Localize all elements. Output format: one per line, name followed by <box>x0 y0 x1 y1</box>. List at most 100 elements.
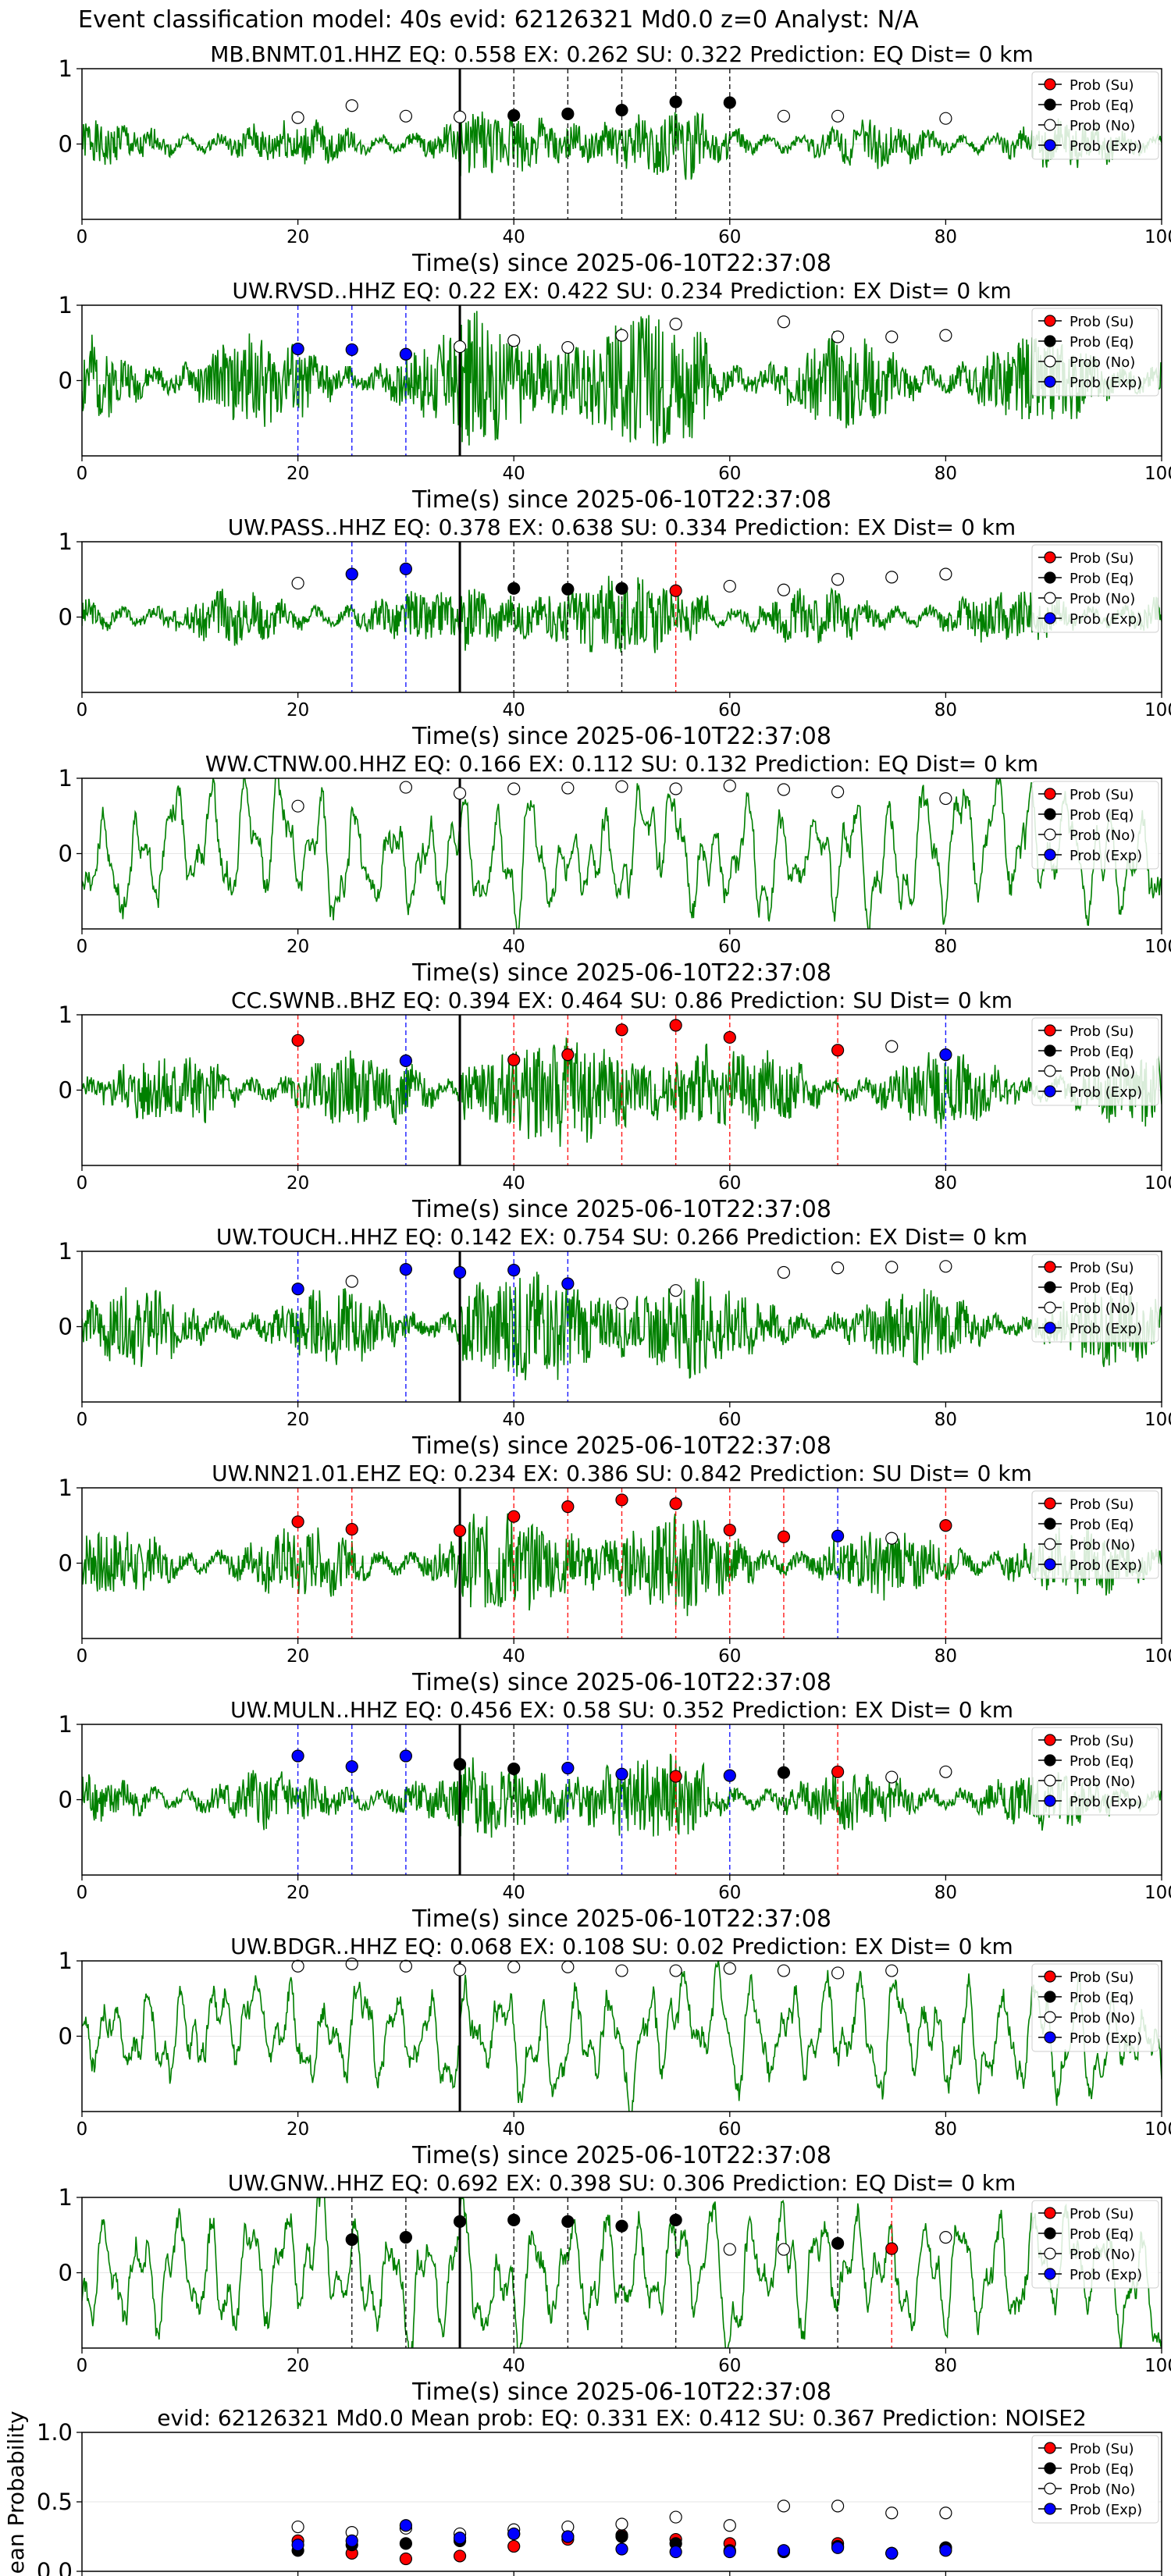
legend-label: Prob (No) <box>1070 118 1135 134</box>
marker-su <box>399 2552 413 2566</box>
x-tick-label: 20 <box>287 464 309 484</box>
panel-title: WW.CTNW.00.HHZ EQ: 0.166 EX: 0.112 SU: 0… <box>205 751 1038 777</box>
marker-eq <box>507 109 521 122</box>
legend-marker-exp <box>1044 2503 1056 2515</box>
legend-label: Prob (Su) <box>1070 1023 1134 1040</box>
legend-marker-no <box>1044 828 1056 841</box>
legend-marker-su <box>1044 1497 1056 1510</box>
legend-marker-no <box>1044 2247 1056 2260</box>
panel-2: UW.RVSD..HHZ EQ: 0.22 EX: 0.422 SU: 0.23… <box>59 278 1171 514</box>
panel-title: MB.BNMT.01.HHZ EQ: 0.558 EX: 0.262 SU: 0… <box>210 41 1034 67</box>
legend: Prob (Su) Prob (Eq) Prob (No) Prob (Exp) <box>1031 2435 1159 2524</box>
y-tick-label: 0 <box>59 2260 73 2286</box>
legend-marker-exp <box>1044 1558 1056 1571</box>
legend-label: Prob (Eq) <box>1070 1044 1134 1060</box>
marker-no <box>885 1770 899 1784</box>
legend-marker-su <box>1044 2207 1056 2219</box>
marker-no <box>831 330 845 343</box>
x-tick-label: 100 <box>1144 1883 1171 1903</box>
marker-exp <box>291 2539 304 2552</box>
marker-no <box>291 576 304 590</box>
legend-label: Prob (Eq) <box>1070 98 1134 114</box>
x-axis-label: Time(s) since 2025-06-10T22:37:08 <box>411 723 831 750</box>
marker-no <box>615 329 628 342</box>
panel-4: WW.CTNW.00.HHZ EQ: 0.166 EX: 0.112 SU: 0… <box>59 751 1171 987</box>
x-tick-label: 80 <box>934 464 957 484</box>
legend-label: Prob (No) <box>1070 354 1135 371</box>
marker-eq <box>453 1758 467 1771</box>
legend-marker-no <box>1044 1065 1056 1077</box>
legend-marker-exp <box>1044 1795 1056 1807</box>
marker-no <box>885 1964 899 1977</box>
y-tick-label: 1 <box>59 1711 73 1738</box>
marker-no <box>939 329 952 342</box>
marker-no <box>669 1964 682 1977</box>
marker-exp <box>831 2541 845 2554</box>
x-tick-label: 100 <box>1144 1410 1171 1430</box>
marker-eq <box>723 96 736 109</box>
legend-label: Prob (Su) <box>1070 1733 1134 1749</box>
legend-marker-exp <box>1044 1085 1056 1098</box>
legend-label: Prob (Exp) <box>1070 2267 1142 2283</box>
legend-label: Prob (Su) <box>1070 1496 1134 1513</box>
marker-no <box>885 1261 899 1274</box>
x-tick-label: 100 <box>1144 700 1171 720</box>
marker-exp <box>939 2544 952 2557</box>
marker-no <box>669 1284 682 1297</box>
marker-su <box>615 1493 628 1507</box>
x-tick-label: 0 <box>77 1173 88 1194</box>
x-tick-label: 100 <box>1144 464 1171 484</box>
legend-marker-eq <box>1044 571 1056 584</box>
waveform-trace <box>82 1272 1162 1381</box>
legend-box <box>1031 544 1159 633</box>
marker-no <box>669 318 682 331</box>
x-tick-label: 20 <box>287 2356 309 2376</box>
x-tick-label: 80 <box>934 1410 957 1430</box>
marker-no <box>831 1966 845 1980</box>
marker-su <box>453 2549 467 2563</box>
waveform-trace <box>82 111 1162 180</box>
marker-eq <box>615 2530 628 2543</box>
x-tick-label: 80 <box>934 937 957 957</box>
legend-marker-no <box>1044 2482 1056 2495</box>
marker-no <box>885 571 899 584</box>
x-tick-label: 40 <box>503 700 525 720</box>
panel-title: UW.TOUCH..HHZ EQ: 0.142 EX: 0.754 SU: 0.… <box>216 1224 1027 1250</box>
marker-su <box>669 1019 682 1032</box>
x-axis-label: Time(s) since 2025-06-10T22:37:08 <box>411 1905 831 1933</box>
y-tick-label: 0 <box>59 1314 73 1340</box>
marker-no <box>939 1260 952 1273</box>
panel-5: CC.SWNB..BHZ EQ: 0.394 EX: 0.464 SU: 0.8… <box>59 987 1171 1223</box>
legend-label: Prob (Eq) <box>1070 1280 1134 1297</box>
panel-8: UW.MULN..HHZ EQ: 0.456 EX: 0.58 SU: 0.35… <box>59 1697 1171 1933</box>
marker-no <box>939 568 952 581</box>
x-axis-label: Time(s) since 2025-06-10T22:37:08 <box>411 250 831 277</box>
y-tick-label: 0 <box>59 131 73 158</box>
x-tick-label: 20 <box>287 1883 309 1903</box>
panel-1: MB.BNMT.01.HHZ EQ: 0.558 EX: 0.262 SU: 0… <box>59 41 1171 277</box>
waveform-trace <box>82 778 1162 929</box>
x-tick-label: 60 <box>718 227 741 247</box>
marker-su <box>723 1030 736 1044</box>
legend-label: Prob (Su) <box>1070 314 1134 330</box>
marker-eq <box>615 582 628 595</box>
marker-exp <box>561 1277 575 1290</box>
panel-7: UW.NN21.01.EHZ EQ: 0.234 EX: 0.386 SU: 0… <box>59 1461 1171 1696</box>
y-tick-label: 1 <box>59 55 73 82</box>
marker-exp <box>561 2530 575 2543</box>
marker-no <box>777 2243 791 2256</box>
marker-su <box>669 1497 682 1510</box>
x-tick-label: 80 <box>934 700 957 720</box>
legend-marker-eq <box>1044 98 1056 111</box>
legend-label: Prob (Su) <box>1070 77 1134 94</box>
marker-exp <box>291 1283 304 1296</box>
legend-marker-exp <box>1044 849 1056 861</box>
legend-marker-no <box>1044 355 1056 368</box>
x-tick-label: 0 <box>77 1410 88 1430</box>
legend-marker-eq <box>1044 808 1056 820</box>
legend-marker-eq <box>1044 1754 1056 1767</box>
marker-no <box>399 781 413 794</box>
waveform-trace <box>82 1961 1162 2112</box>
marker-no <box>939 2231 952 2244</box>
y-tick-label: 1.0 <box>37 2419 73 2446</box>
